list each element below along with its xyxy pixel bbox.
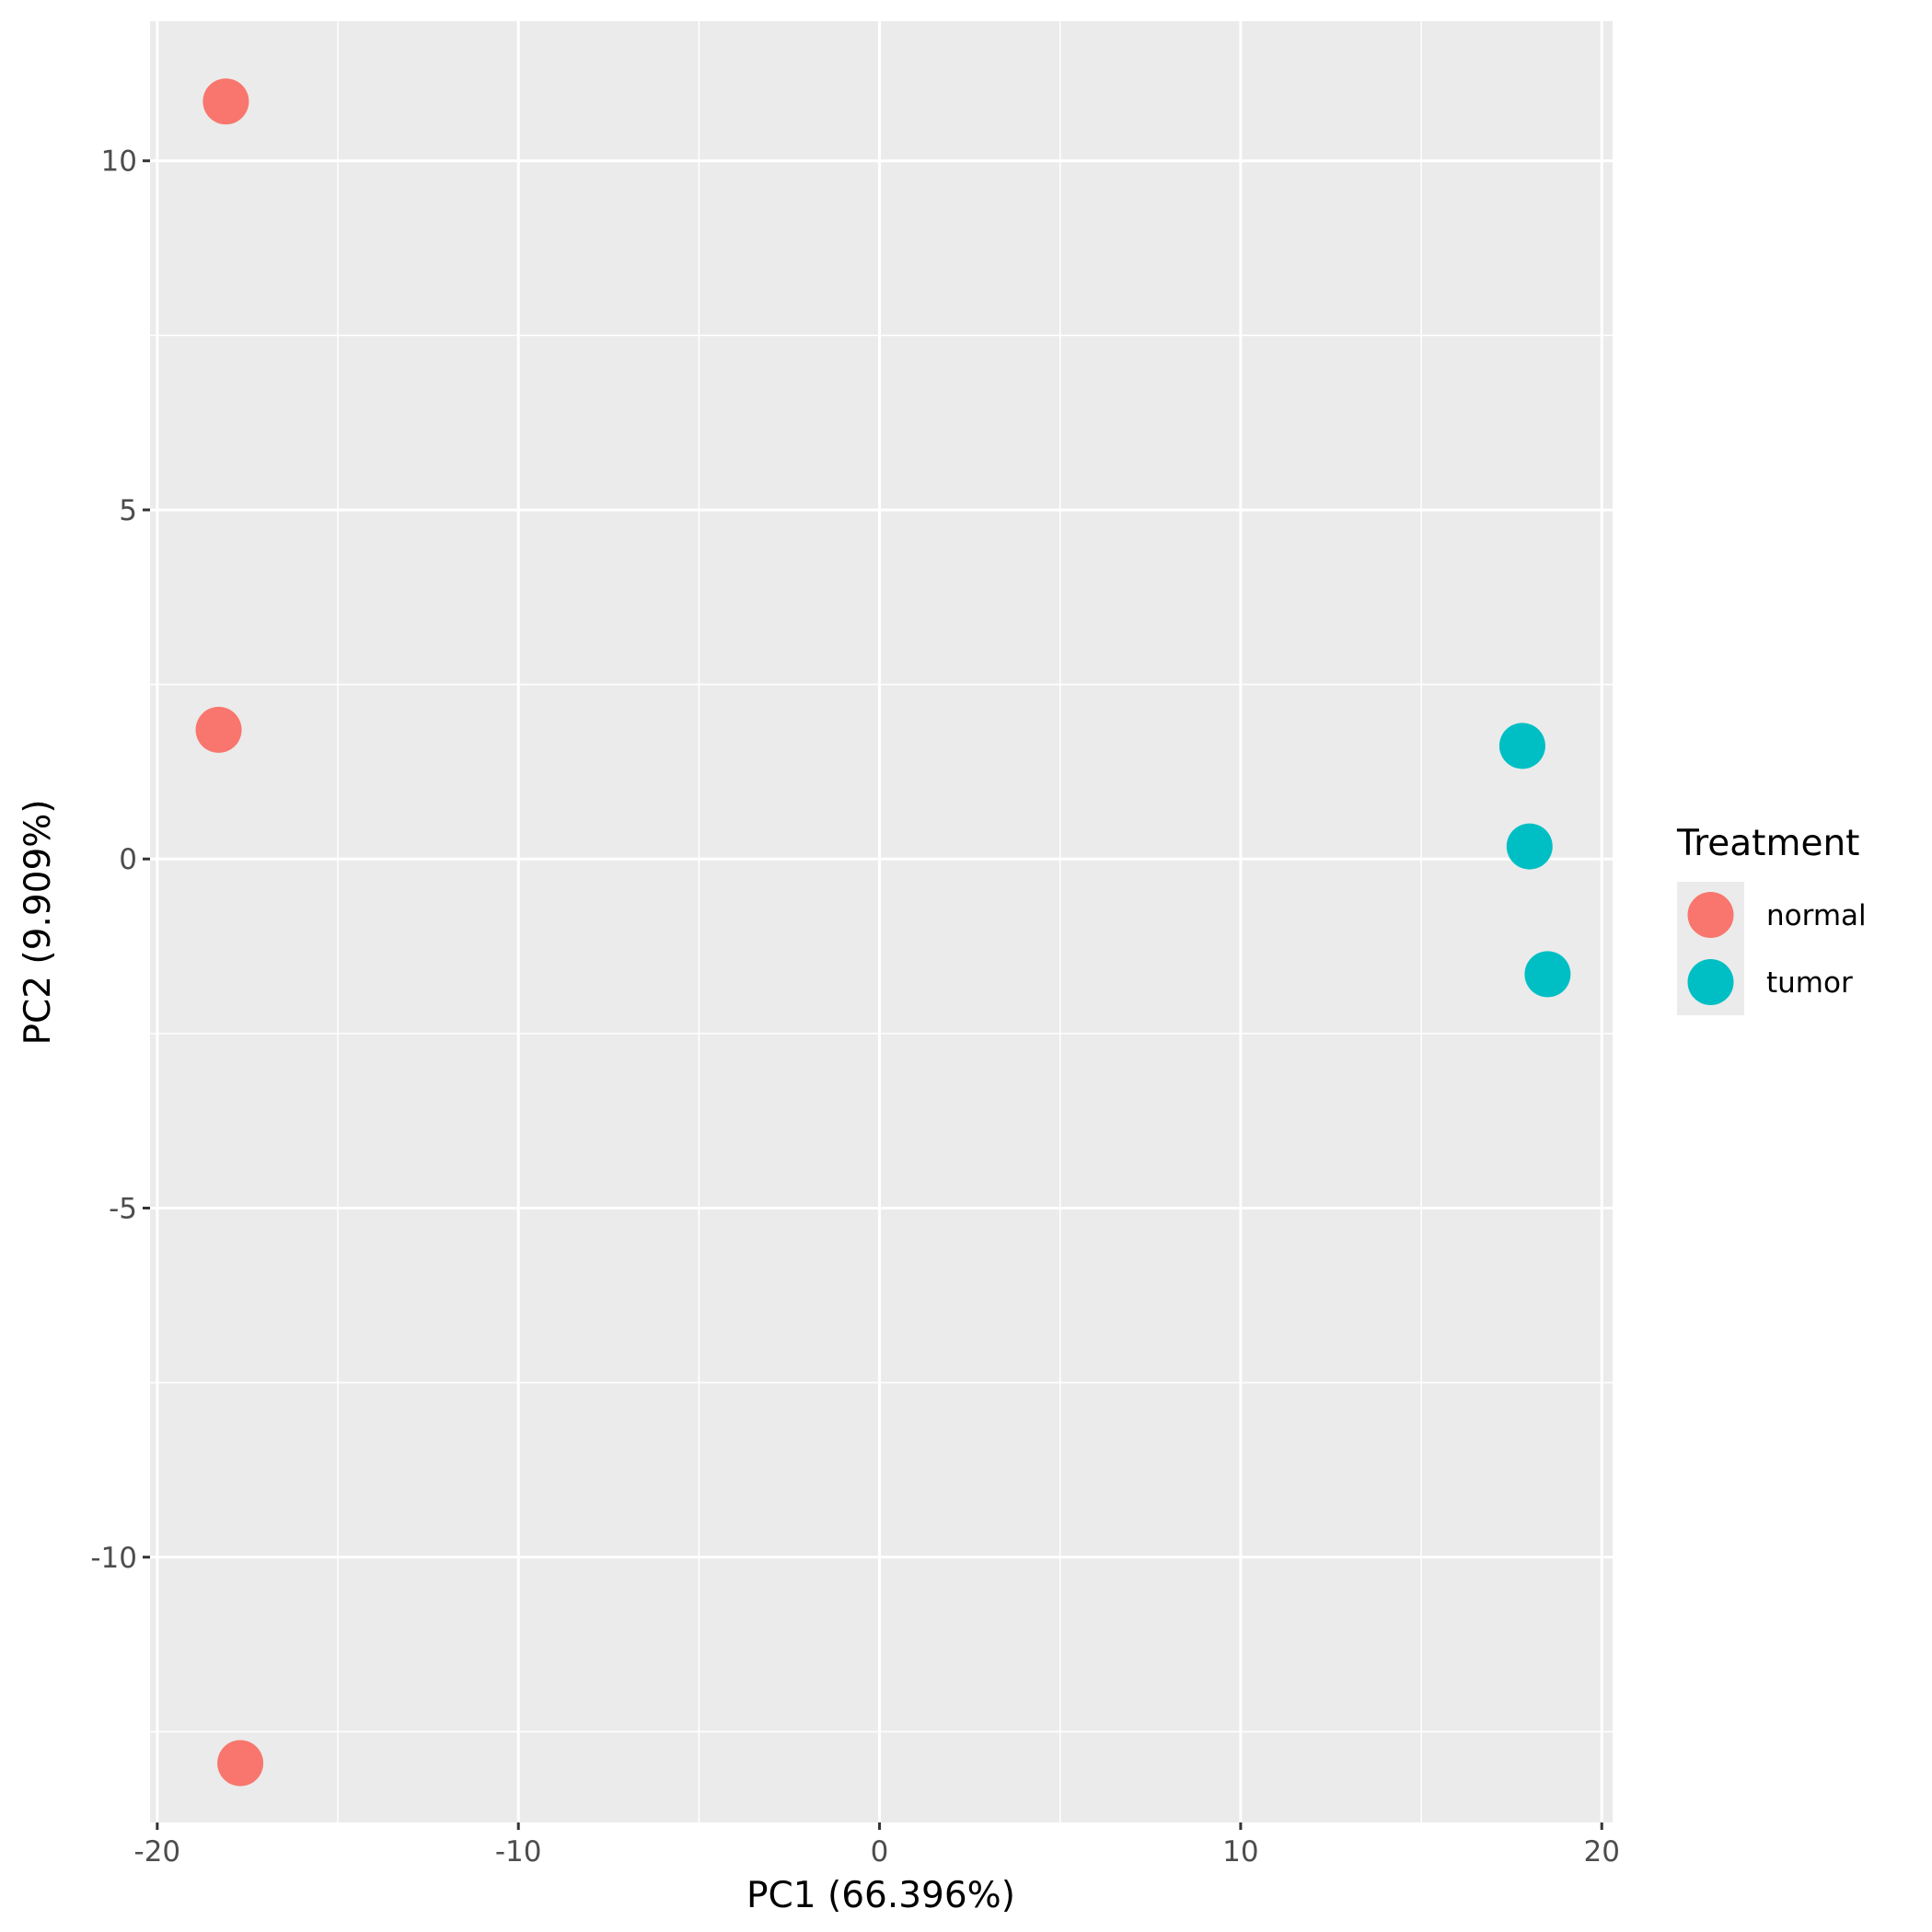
- y-tick-label: 10: [101, 145, 137, 179]
- x-tick-label: 0: [871, 1835, 889, 1868]
- y-tick-label: 0: [119, 843, 137, 876]
- legend-title: Treatment: [1676, 823, 1859, 864]
- x-axis: -20 -10 0 10 20: [134, 1822, 1620, 1868]
- x-tick-label: 20: [1584, 1835, 1620, 1868]
- data-point-tumor: [1524, 951, 1571, 998]
- y-axis-title: PC2 (9.909%): [17, 799, 59, 1045]
- plot-panel: [150, 21, 1613, 1822]
- y-axis: -10 -5 0 5 10: [90, 145, 150, 1575]
- data-point-tumor: [1506, 823, 1553, 870]
- legend: Treatment normal tumor: [1676, 823, 1867, 1015]
- y-tick-label: 5: [119, 494, 137, 527]
- legend-key-tumor: [1687, 959, 1734, 1005]
- x-axis-title: PC1 (66.396%): [746, 1875, 1015, 1916]
- legend-label-normal: normal: [1766, 899, 1867, 932]
- legend-key-normal: [1687, 892, 1734, 938]
- x-tick-label: -20: [134, 1835, 181, 1868]
- data-point-normal: [217, 1740, 264, 1787]
- data-point-normal: [195, 706, 242, 753]
- data-point-normal: [202, 78, 249, 125]
- data-point-tumor: [1498, 723, 1545, 769]
- x-tick-label: -10: [495, 1835, 542, 1868]
- y-tick-label: -5: [109, 1192, 137, 1225]
- x-tick-label: 10: [1222, 1835, 1258, 1868]
- major-gridlines: [150, 21, 1613, 1822]
- y-tick-label: -10: [90, 1542, 137, 1575]
- data-points: [195, 78, 1571, 1787]
- legend-label-tumor: tumor: [1766, 966, 1853, 1000]
- minor-gridlines: [150, 21, 1613, 1822]
